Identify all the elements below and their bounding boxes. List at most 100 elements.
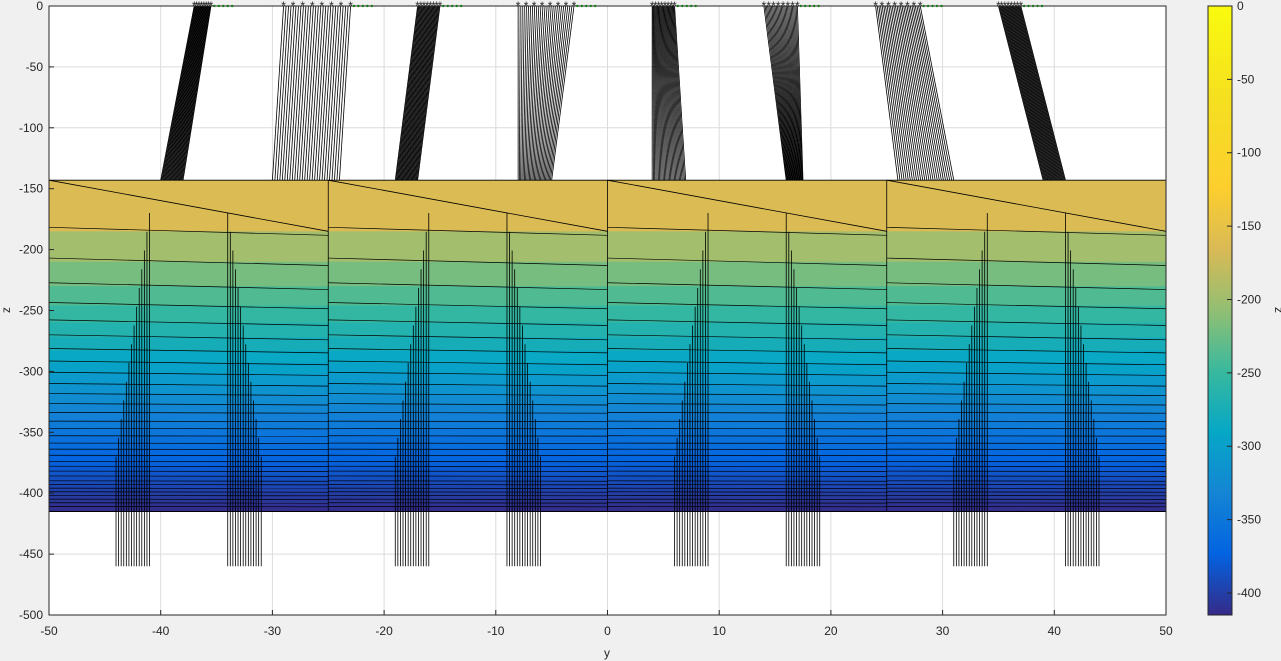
ray-path	[299, 6, 312, 181]
layer-interface	[49, 226, 329, 236]
ray-path	[885, 6, 911, 181]
layer-interface	[49, 257, 329, 266]
layer-interface	[49, 412, 329, 414]
ray-path	[286, 6, 299, 181]
layer-interface	[49, 371, 329, 376]
ray-path	[658, 6, 663, 181]
ray-path	[542, 6, 560, 181]
ray-path	[668, 6, 678, 181]
ray-path	[530, 6, 540, 181]
ray-path	[660, 6, 667, 181]
ray-path	[296, 6, 309, 181]
ray-path	[171, 6, 204, 181]
ray-path	[785, 6, 798, 181]
layer-interface	[49, 319, 329, 326]
ray-path	[536, 6, 550, 181]
ray-path	[880, 6, 905, 181]
ray-path	[399, 6, 423, 181]
ray-path	[770, 6, 791, 181]
colorbar-tick-label: -250	[1237, 366, 1261, 380]
ray-path	[550, 6, 573, 181]
ray-path	[789, 6, 800, 181]
ray-path	[1001, 6, 1047, 181]
layer-interface	[607, 334, 887, 341]
ray-path	[281, 6, 294, 181]
ray-path	[309, 6, 322, 181]
ray-path	[783, 6, 797, 181]
layer-interface	[886, 360, 1166, 366]
ray-path	[301, 6, 314, 181]
ray-path	[998, 6, 1044, 181]
layer-interface	[607, 412, 887, 414]
ray-path	[546, 6, 567, 181]
x-tick-label: 40	[1048, 624, 1062, 638]
colorbar-tick-label: -150	[1237, 219, 1261, 233]
ray-path	[413, 6, 438, 181]
x-tick-label: 50	[1159, 624, 1173, 638]
ray-path	[523, 6, 529, 181]
x-tick-label: 30	[936, 624, 950, 638]
x-tick-label: -10	[487, 624, 505, 638]
ray-path	[664, 6, 672, 181]
ray-path	[1008, 6, 1055, 181]
ray-path	[665, 6, 674, 181]
ray-path	[1010, 6, 1056, 181]
x-axis-ticks: -50 -40 -30 -20 -10 0 10 20 30 40 50	[40, 610, 1173, 638]
ray-path	[551, 6, 575, 181]
x-axis-label: y	[604, 646, 610, 660]
ray-path	[777, 6, 794, 181]
layer-interface	[607, 319, 887, 326]
ray-path	[895, 6, 924, 181]
ray-path	[180, 6, 210, 181]
ray-path	[336, 6, 349, 181]
ray-path	[674, 6, 687, 181]
ray-path	[1020, 6, 1066, 181]
ray-path	[533, 6, 546, 181]
ray-path	[171, 6, 203, 181]
layer-interface	[607, 348, 887, 354]
ray-path	[548, 6, 571, 181]
y-tick-label: 0	[36, 0, 43, 13]
ray-path	[656, 6, 661, 181]
ray-path	[1005, 6, 1051, 181]
panel-diagonal	[328, 179, 608, 232]
ray-path	[177, 6, 208, 181]
deep-ray-paths	[115, 213, 1100, 567]
x-tick-label: -30	[264, 624, 282, 638]
ray-path	[166, 6, 200, 181]
ray-path	[773, 6, 792, 181]
ray-path	[329, 6, 342, 181]
layer-interface	[607, 403, 887, 406]
ray-path	[665, 6, 673, 181]
ray-path	[413, 6, 437, 181]
layer-interface	[886, 393, 1166, 396]
colorbar-tick-label: -200	[1237, 292, 1261, 306]
ray-path	[671, 6, 683, 181]
panel-diagonal	[49, 179, 329, 232]
ray-path	[655, 6, 658, 181]
layer-interface	[607, 257, 887, 266]
layer-interface	[607, 282, 887, 290]
ray-path	[673, 6, 685, 181]
ray-path	[291, 6, 304, 181]
ray-path	[304, 6, 317, 181]
ray-path	[913, 6, 946, 181]
ray-path	[168, 6, 201, 181]
layer-interface	[886, 403, 1166, 406]
colorbar-tick-label: -300	[1237, 439, 1261, 453]
ray-path	[170, 6, 203, 181]
layer-interface	[328, 319, 608, 326]
ray-path	[531, 6, 542, 181]
ray-path	[1019, 6, 1066, 181]
ray-path	[659, 6, 664, 181]
ray-path	[175, 6, 206, 181]
ray-path	[1012, 6, 1058, 181]
ray-path	[525, 6, 531, 181]
layer-interface	[49, 403, 329, 406]
ray-path	[160, 6, 195, 181]
colorbar-tick-label: -350	[1237, 513, 1261, 527]
ray-path	[521, 6, 525, 181]
colorbar-label: z	[1272, 307, 1281, 313]
x-tick-label: 20	[824, 624, 838, 638]
